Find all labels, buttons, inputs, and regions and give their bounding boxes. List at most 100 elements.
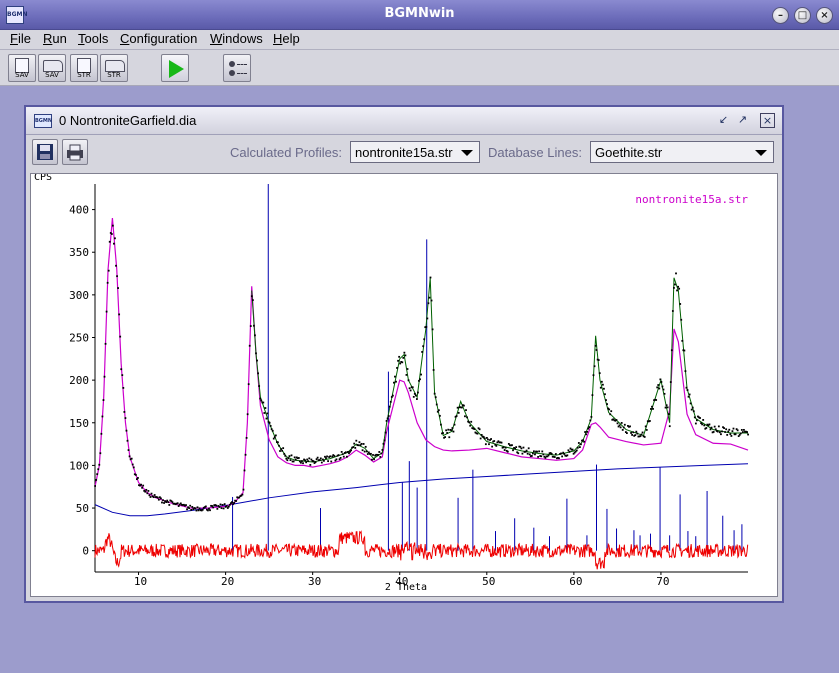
- configuration-button[interactable]: [223, 54, 251, 82]
- observed-point: [101, 415, 104, 418]
- observed-point: [531, 452, 534, 455]
- window-title-bar[interactable]: BGMN BGMNwin – □ ×: [0, 0, 839, 30]
- menu-configuration[interactable]: Configuration: [120, 31, 197, 46]
- observed-point: [598, 372, 601, 375]
- app-logo-icon: BGMN: [6, 6, 28, 24]
- observed-point: [418, 379, 420, 382]
- observed-point: [700, 422, 702, 425]
- observed-point: [345, 455, 348, 458]
- frame-close-button[interactable]: ×: [760, 113, 775, 128]
- observed-point: [582, 439, 584, 442]
- observed-point: [190, 508, 193, 511]
- diffraction-plot[interactable]: 0 50 100 150 200 250 300 350 400 10 20 30 40 50 60 70 C…: [30, 173, 778, 597]
- observed-point: [624, 431, 627, 433]
- menu-tools-mnemonic: T: [78, 31, 85, 46]
- observed-point: [487, 438, 489, 441]
- observed-point: [160, 497, 162, 500]
- run-button[interactable]: [161, 54, 189, 82]
- observed-point: [493, 440, 496, 442]
- calculated-profiles-select[interactable]: nontronite15a.str: [350, 141, 480, 163]
- observed-point: [114, 237, 116, 240]
- observed-point: [297, 457, 300, 459]
- observed-point: [329, 455, 332, 458]
- observed-point: [387, 415, 390, 417]
- minimize-button[interactable]: –: [772, 7, 789, 24]
- observed-point: [115, 264, 117, 267]
- observed-point: [465, 409, 467, 412]
- observed-point: [338, 458, 341, 461]
- observed-point: [246, 413, 249, 416]
- observed-point: [116, 275, 118, 278]
- menu-windows[interactable]: Windows: [210, 31, 263, 46]
- menu-run[interactable]: Run: [43, 31, 67, 46]
- observed-point: [567, 449, 570, 452]
- iconify-button[interactable]: ↙: [716, 113, 731, 128]
- save-diagram-button[interactable]: [32, 139, 58, 165]
- observed-point: [686, 389, 689, 391]
- observed-point: [147, 490, 150, 492]
- observed-point: [130, 457, 133, 460]
- print-button[interactable]: [62, 139, 88, 165]
- observed-point: [288, 455, 291, 458]
- observed-point: [599, 386, 602, 389]
- observed-point: [251, 299, 254, 302]
- observed-point: [347, 451, 349, 453]
- observed-point: [670, 349, 673, 352]
- observed-point: [117, 287, 119, 289]
- document-icon: [15, 58, 29, 73]
- observed-point: [237, 496, 240, 499]
- observed-point: [296, 457, 299, 460]
- observed-point: [176, 502, 179, 505]
- observed-point: [429, 276, 432, 279]
- observed-point: [258, 385, 261, 387]
- observed-point: [283, 453, 286, 455]
- observed-point: [95, 479, 98, 481]
- observed-point: [743, 428, 745, 431]
- observed-point: [410, 386, 413, 389]
- observed-point: [656, 386, 659, 389]
- database-lines-select[interactable]: Goethite.str: [590, 141, 774, 163]
- observed-point: [245, 436, 248, 439]
- frame-maximize-button[interactable]: ↗: [735, 113, 750, 128]
- observed-point: [428, 296, 431, 299]
- observed-point: [658, 387, 661, 390]
- observed-point: [181, 504, 184, 506]
- observed-point: [475, 432, 478, 435]
- observed-point: [355, 439, 358, 442]
- menu-run-rest: un: [52, 31, 67, 46]
- observed-point: [430, 299, 433, 302]
- observed-point: [499, 441, 502, 444]
- play-icon: [169, 60, 184, 78]
- frame-title-bar[interactable]: BGMN 0 NontroniteGarfield.dia ↙ ↗ ×: [26, 107, 782, 135]
- observed-point: [688, 393, 691, 396]
- observed-point: [138, 484, 140, 487]
- menu-help[interactable]: Help: [273, 31, 300, 46]
- save-str-button[interactable]: STR: [70, 54, 98, 82]
- observed-point: [357, 444, 360, 447]
- observed-point: [552, 455, 555, 458]
- y-axis-label: CPS: [34, 174, 52, 183]
- observed-point: [201, 508, 204, 511]
- menu-tools[interactable]: Tools: [78, 31, 108, 46]
- open-sav-button[interactable]: SAV: [38, 54, 66, 82]
- observed-point: [301, 460, 303, 462]
- difference-curve: [94, 530, 749, 570]
- close-button[interactable]: ×: [816, 7, 833, 24]
- observed-point: [314, 461, 317, 464]
- observed-point: [570, 448, 573, 451]
- open-str-button[interactable]: STR: [100, 54, 128, 82]
- save-sav-button[interactable]: SAV: [8, 54, 36, 82]
- observed-point: [282, 447, 285, 450]
- observed-point: [154, 496, 157, 498]
- observed-point: [267, 420, 270, 423]
- observed-point: [389, 400, 392, 403]
- menu-file[interactable]: File: [10, 31, 31, 46]
- observed-point: [343, 452, 346, 454]
- maximize-button[interactable]: □: [794, 7, 811, 24]
- observed-point: [513, 447, 515, 449]
- y-tick-label: 350: [69, 246, 89, 259]
- observed-point: [481, 435, 484, 438]
- observed-point: [174, 503, 177, 506]
- observed-point: [321, 458, 324, 461]
- observed-point: [699, 417, 701, 419]
